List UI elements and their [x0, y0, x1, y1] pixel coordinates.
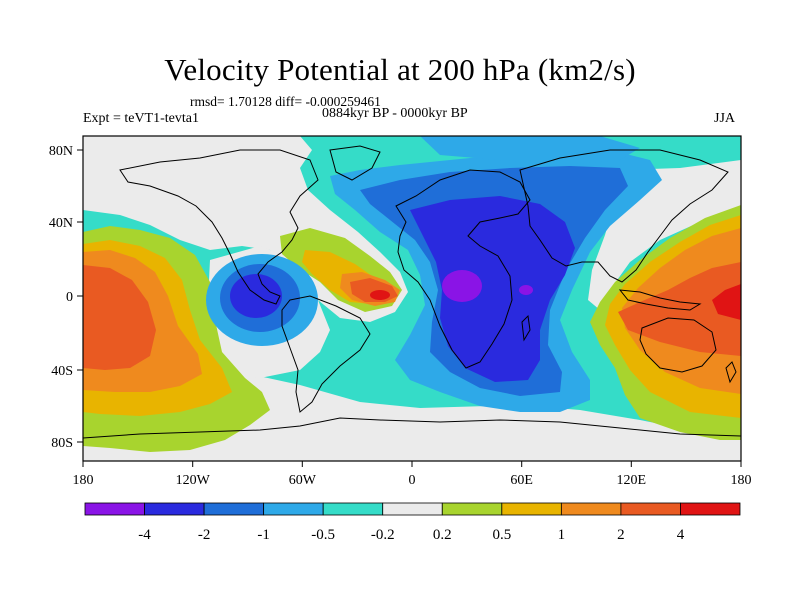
- lon-tick-labels: 180 120W 60W 0 60E 120E 180: [73, 473, 752, 488]
- colorbar-swatch: [322, 502, 384, 516]
- lat-label-80s: 80S: [51, 436, 73, 451]
- colorbar-label: 2: [617, 527, 625, 543]
- colorbar-swatch: [263, 502, 324, 516]
- colorbar-label: -0.2: [371, 527, 395, 543]
- experiment-label: Expt = teVT1-tevta1: [83, 111, 199, 126]
- lat-tick-labels: 80N 40N 0 40S 80S: [49, 144, 73, 451]
- colorbar-swatch: [441, 502, 503, 516]
- period-label: 0884kyr BP - 0000kyr BP: [322, 106, 468, 121]
- lat-label-40s: 40S: [51, 364, 73, 379]
- season-label: JJA: [714, 111, 736, 126]
- lon-label-60e: 60E: [510, 473, 533, 488]
- stats-label: rmsd= 1.70128 diff= -0.000259461: [190, 94, 381, 109]
- lon-label-180w: 180: [73, 473, 94, 488]
- colorbar-swatch: [620, 502, 681, 516]
- lat-label-0: 0: [66, 290, 73, 305]
- colorbar-labels: -4 -2 -1 -0.5 -0.2 0.2 0.5 1 2 4: [138, 527, 684, 543]
- lon-label-120w: 120W: [176, 473, 211, 488]
- colorbar-swatch: [144, 502, 205, 516]
- colorbar-label: -2: [198, 527, 211, 543]
- colorbar-swatch: [560, 502, 622, 516]
- colorbar-label: -4: [138, 527, 151, 543]
- colorbar-swatch: [84, 502, 145, 516]
- lon-label-60w: 60W: [289, 473, 317, 488]
- velocity-potential-field: [83, 136, 741, 461]
- colorbar-swatch: [680, 502, 741, 516]
- lat-label-40n: 40N: [49, 216, 73, 231]
- colorbar-label: -0.5: [311, 527, 335, 543]
- colorbar-label: 1: [558, 527, 566, 543]
- colorbar-label: 0.5: [492, 527, 511, 543]
- colorbar: [84, 502, 741, 516]
- colorbar-swatch: [501, 502, 562, 516]
- lat-label-80n: 80N: [49, 144, 73, 159]
- colorbar-swatch: [382, 502, 443, 516]
- lon-label-120e: 120E: [617, 473, 647, 488]
- lon-label-180e: 180: [731, 473, 752, 488]
- colorbar-label: 0.2: [433, 527, 452, 543]
- colorbar-label: 4: [677, 527, 685, 543]
- coastlines: [83, 145, 741, 439]
- colorbar-label: -1: [257, 527, 270, 543]
- colorbar-swatch: [203, 502, 265, 516]
- tick-marks: [77, 149, 742, 467]
- map-title: Velocity Potential at 200 hPa (km2/s): [164, 52, 636, 87]
- lon-label-0: 0: [409, 473, 416, 488]
